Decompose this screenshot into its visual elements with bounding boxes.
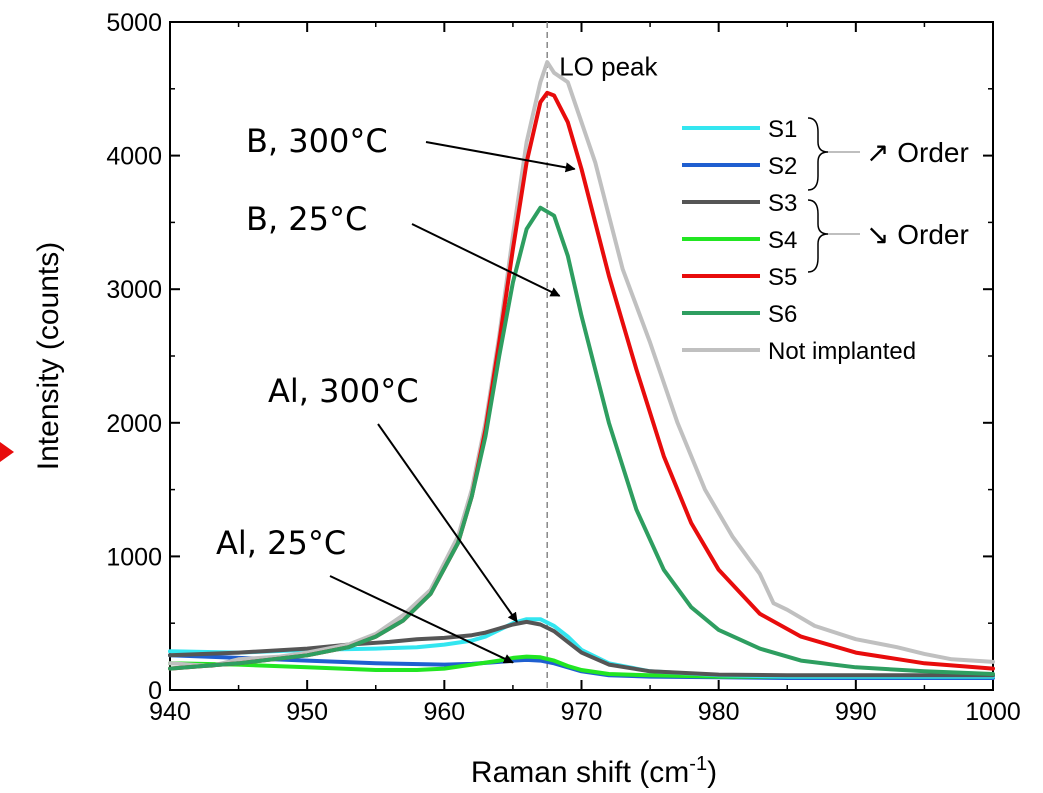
order-up-label: ↗ Order: [866, 137, 969, 168]
x-tick-label: 990: [835, 698, 877, 726]
series-line-not-implanted: [168, 60, 995, 668]
lo-peak-label: LO peak: [559, 51, 658, 81]
x-tick-label: 980: [698, 698, 740, 726]
x-tick-label: 970: [561, 698, 603, 726]
annotation-arrow: [329, 575, 514, 664]
legend-label: S6: [768, 301, 797, 328]
series-line-s6: [168, 205, 995, 676]
series-group: [168, 60, 995, 680]
annotation-al-300: Al, 300°C: [268, 372, 419, 410]
y-tick-label: 0: [148, 677, 162, 705]
y-tick-label: 2000: [106, 410, 162, 438]
order-brackets: ↗ Order ↘ Order: [807, 117, 969, 273]
series-line-s3: [168, 619, 995, 678]
ticks-group: 940 950 960 970 980 990 1000 0 1000 2000 3000 4000 5…: [106, 9, 1020, 726]
cropped-red-marker: [0, 442, 14, 462]
annotation-group: B, 300°C B, 25°C Al, 300°C Al, 25°C: [216, 122, 576, 664]
annotation-arrow: [377, 423, 518, 623]
x-tick-label: 950: [286, 698, 328, 726]
legend-label: S4: [768, 227, 797, 254]
y-tick-label: 3000: [106, 276, 162, 304]
legend: S1 S2 S3 S4 S5 S6 Not implanted: [682, 116, 916, 365]
x-tick-label: 940: [149, 698, 191, 726]
legend-label: S5: [768, 264, 797, 291]
order-down-label: ↘ Order: [866, 219, 969, 250]
x-tick-label: 1000: [965, 698, 1021, 726]
annotation-b-300: B, 300°C: [246, 122, 388, 160]
annotation-al-25: Al, 25°C: [216, 524, 346, 562]
y-tick-label: 1000: [106, 543, 162, 571]
legend-label: S1: [768, 116, 797, 143]
annotation-b-25: B, 25°C: [246, 200, 367, 238]
y-tick-label: 4000: [106, 143, 162, 171]
annotation-arrow: [425, 141, 576, 173]
bracket-down: [807, 199, 829, 273]
annotation-arrow: [411, 223, 561, 297]
y-axis-title: Intensity (counts): [32, 242, 65, 470]
x-axis-title: Raman shift (cm-1): [471, 753, 717, 789]
bracket-up: [807, 117, 829, 191]
legend-label: Not implanted: [768, 338, 916, 365]
legend-label: S2: [768, 153, 797, 180]
y-tick-label: 5000: [106, 9, 162, 37]
x-tick-label: 960: [423, 698, 465, 726]
legend-label: S3: [768, 190, 797, 217]
